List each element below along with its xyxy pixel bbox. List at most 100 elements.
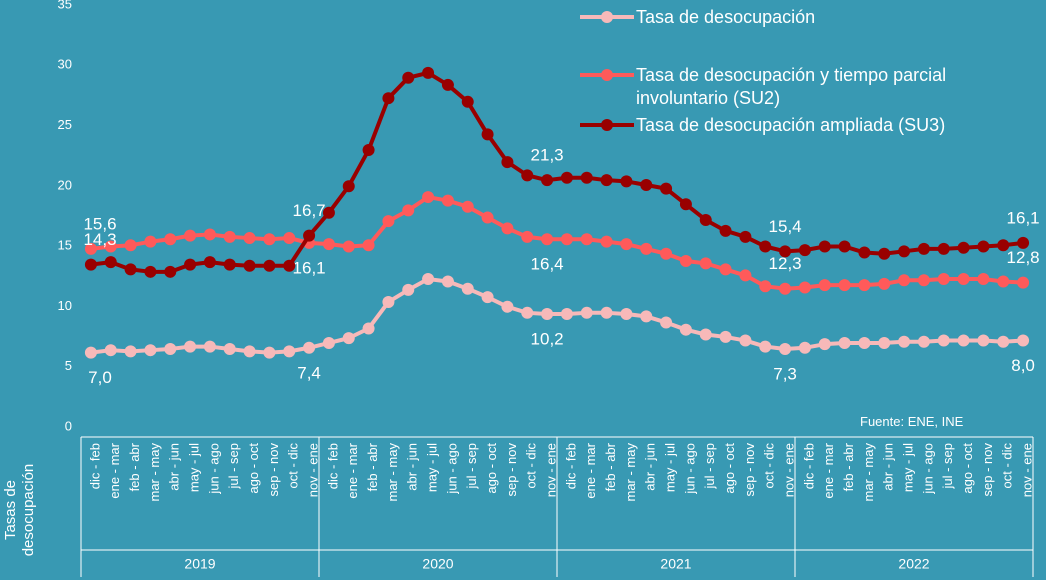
data-point [263, 233, 276, 246]
data-point [898, 335, 911, 348]
group-label: 2019 [184, 556, 215, 572]
data-point [481, 128, 494, 141]
data-point [322, 206, 335, 219]
data-label: 10,2 [531, 330, 564, 349]
data-point [402, 71, 415, 84]
data-point [84, 258, 97, 271]
data-point [422, 191, 435, 204]
data-point [957, 334, 970, 347]
data-point [977, 240, 990, 253]
data-point [878, 277, 891, 290]
data-point [640, 242, 653, 255]
data-point [263, 259, 276, 272]
data-label: 14,3 [83, 230, 116, 249]
x-tick-label: ene - mar [107, 442, 122, 498]
source-note: Fuente: ENE, INE [860, 414, 964, 429]
x-tick-label: ene - mar [821, 442, 836, 498]
data-point [600, 235, 613, 248]
data-point [283, 232, 296, 245]
x-tick-label: may - jul [187, 443, 202, 492]
data-point [620, 175, 633, 188]
x-tick-label: dic - feb [325, 443, 340, 489]
data-point [898, 245, 911, 258]
data-point [382, 92, 395, 105]
x-tick-label: ago - oct [960, 443, 975, 494]
x-tick-label: jun - ago [920, 443, 935, 495]
x-tick-label: dic - feb [801, 443, 816, 489]
data-point [937, 334, 950, 347]
data-point [144, 235, 157, 248]
legend-label: Tasa de desocupación ampliada (SU3) [636, 115, 946, 135]
x-tick-label: sep - nov [742, 443, 757, 497]
data-point [759, 240, 772, 253]
data-point [223, 342, 236, 355]
legend-swatch [580, 11, 634, 23]
data-point [441, 194, 454, 207]
data-point [997, 239, 1010, 252]
data-point [84, 242, 97, 255]
data-point [461, 200, 474, 213]
data-point [223, 230, 236, 243]
data-point [521, 306, 534, 319]
data-point [580, 233, 593, 246]
x-tick-label: abr - jun [643, 443, 658, 491]
data-point [660, 247, 673, 260]
data-point [560, 233, 573, 246]
x-tick-label: jun - ago [206, 443, 221, 495]
legend: Tasa de desocupación Tasa de desocupación… [580, 6, 1040, 137]
data-point [660, 316, 673, 329]
x-tick-label: jul - sep [940, 443, 955, 490]
data-point [679, 254, 692, 267]
data-label: 12,3 [769, 254, 802, 273]
legend-marker [601, 11, 613, 23]
data-point [501, 222, 514, 235]
group-label: 2020 [422, 556, 453, 572]
data-point [283, 345, 296, 358]
data-label: 7,4 [297, 363, 321, 382]
data-point [858, 246, 871, 259]
data-point [144, 265, 157, 278]
data-point [997, 275, 1010, 288]
group-label: 2021 [660, 556, 691, 572]
data-point [362, 144, 375, 157]
data-point [243, 345, 256, 358]
data-point [878, 336, 891, 349]
data-point [362, 239, 375, 252]
data-point [382, 215, 395, 228]
data-point [441, 78, 454, 91]
data-point [779, 245, 792, 258]
data-point [977, 273, 990, 286]
data-point [937, 242, 950, 255]
x-tick-label: nov - ene [306, 443, 321, 497]
data-point [322, 238, 335, 251]
x-tick-label: ago - oct [484, 443, 499, 494]
data-point [184, 229, 197, 242]
data-point [580, 306, 593, 319]
data-point [699, 213, 712, 226]
data-point [858, 279, 871, 292]
data-label: 7,3 [773, 364, 797, 383]
data-label: 16,4 [531, 255, 564, 274]
data-point [759, 340, 772, 353]
y-axis-title: Tasas de desocupación [2, 463, 37, 557]
data-point [501, 156, 514, 169]
data-point [402, 283, 415, 296]
data-point [283, 259, 296, 272]
data-point [838, 240, 851, 253]
legend-swatch [580, 69, 634, 81]
data-point [1017, 276, 1030, 289]
data-point [223, 258, 236, 271]
data-point [481, 291, 494, 304]
y-tick-label: 30 [58, 57, 72, 72]
data-label: 21,3 [531, 146, 564, 165]
data-point [144, 344, 157, 357]
data-point [580, 171, 593, 184]
x-tick-label: may - jul [425, 443, 440, 492]
data-point [640, 179, 653, 192]
data-point [818, 279, 831, 292]
data-point [124, 263, 137, 276]
data-point [243, 259, 256, 272]
y-tick-label: 10 [58, 298, 72, 313]
